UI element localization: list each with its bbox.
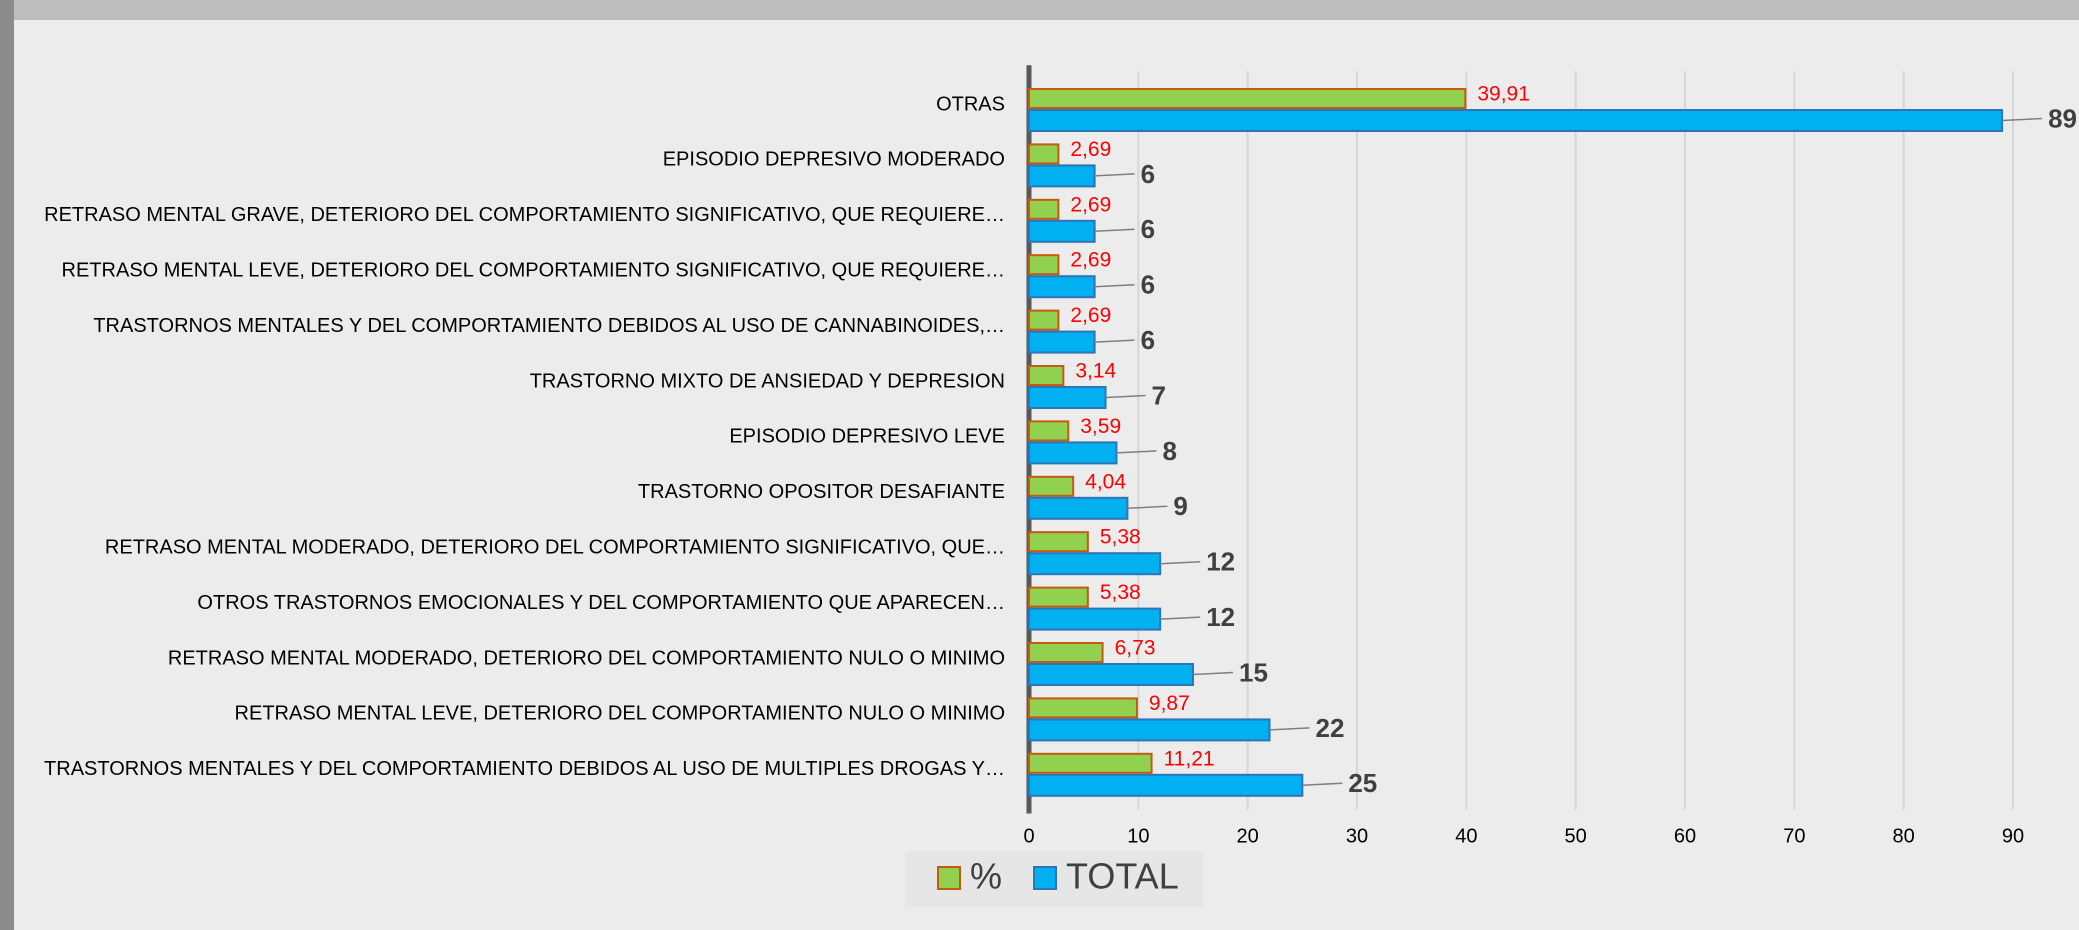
leader-line xyxy=(1094,283,1135,288)
leader-line xyxy=(1192,671,1234,676)
category-label: EPISODIO DEPRESIVO LEVE xyxy=(729,426,1005,448)
data-label: 89 xyxy=(2048,103,2077,133)
data-label: 25 xyxy=(1348,768,1377,798)
x-tick-label: 90 xyxy=(2002,825,2024,847)
data-label: 3,59 xyxy=(1080,415,1121,438)
bar xyxy=(1028,441,1118,465)
bar xyxy=(1028,586,1089,608)
leader-line xyxy=(1127,505,1168,510)
leader-line xyxy=(1116,450,1157,454)
leader-line xyxy=(1094,173,1135,177)
leader-line xyxy=(2002,117,2043,122)
bar xyxy=(1028,330,1096,354)
category-label: EPISODIO DEPRESIVO MODERADO xyxy=(663,149,1005,171)
x-tick-label: 40 xyxy=(1455,825,1477,847)
x-tick-label: 20 xyxy=(1237,825,1259,847)
bar xyxy=(1028,552,1162,576)
legend-label: % xyxy=(970,856,1002,897)
bar xyxy=(1028,496,1129,520)
bar xyxy=(1028,164,1096,188)
category-label: RETRASO MENTAL MODERADO, DETERIORO DEL C… xyxy=(105,536,1005,558)
data-label: 6 xyxy=(1141,270,1155,300)
leader-line xyxy=(1269,727,1310,731)
category-label: RETRASO MENTAL MODERADO, DETERIORO DEL C… xyxy=(168,647,1005,669)
leader-line xyxy=(1094,228,1135,233)
legend-swatch xyxy=(937,866,961,890)
bar xyxy=(1028,607,1162,631)
bar xyxy=(1028,219,1096,243)
bar xyxy=(1028,531,1089,553)
bar xyxy=(1028,420,1070,442)
data-label: 3,14 xyxy=(1075,360,1116,383)
category-label: TRASTORNOS MENTALES Y DEL COMPORTAMIENTO… xyxy=(44,758,1005,780)
bar xyxy=(1028,475,1075,497)
x-tick-label: 0 xyxy=(1023,825,1034,847)
bar xyxy=(1028,773,1304,797)
data-label: 2,69 xyxy=(1070,304,1111,327)
x-tick-label: 60 xyxy=(1674,825,1696,847)
category-label: OTRAS xyxy=(936,93,1005,115)
data-label: 5,38 xyxy=(1100,526,1141,549)
category-label: RETRASO MENTAL LEVE, DETERIORO DEL COMPO… xyxy=(62,259,1005,281)
data-label: 6,73 xyxy=(1115,637,1156,660)
bar xyxy=(1028,275,1096,299)
legend-label: TOTAL xyxy=(1066,856,1179,897)
frame-left xyxy=(0,0,14,930)
bar xyxy=(1028,386,1107,409)
data-label: 2,69 xyxy=(1070,138,1111,161)
data-label: 2,69 xyxy=(1070,193,1111,216)
bar xyxy=(1028,697,1138,719)
category-label: TRASTORNOS MENTALES Y DEL COMPORTAMIENTO… xyxy=(93,315,1005,337)
bar xyxy=(1028,663,1194,686)
category-label: TRASTORNO OPOSITOR DESAFIANTE xyxy=(638,481,1005,503)
bar xyxy=(1028,254,1060,276)
data-label: 9,87 xyxy=(1149,692,1190,715)
category-label: OTROS TRASTORNOS EMOCIONALES Y DEL COMPO… xyxy=(197,592,1005,614)
leader-line xyxy=(1160,560,1201,565)
data-label: 12 xyxy=(1206,602,1235,632)
data-label: 39,91 xyxy=(1477,83,1530,106)
leader-line xyxy=(1302,782,1343,787)
bar xyxy=(1028,109,2004,132)
data-label: 11,21 xyxy=(1164,747,1215,770)
bar xyxy=(1028,365,1065,386)
legend-swatch xyxy=(1033,866,1058,890)
leader-line xyxy=(1160,616,1201,620)
data-label: 4,04 xyxy=(1085,470,1126,493)
bar xyxy=(1028,718,1271,742)
data-label: 6 xyxy=(1141,325,1155,355)
x-tick-label: 80 xyxy=(1893,825,1915,847)
x-tick-label: 70 xyxy=(1783,825,1805,847)
data-label: 22 xyxy=(1316,713,1345,743)
data-label: 12 xyxy=(1206,547,1235,577)
x-tick-label: 30 xyxy=(1346,825,1368,847)
data-label: 2,69 xyxy=(1070,249,1111,272)
bar xyxy=(1028,642,1104,663)
category-label: RETRASO MENTAL LEVE, DETERIORO DEL COMPO… xyxy=(235,703,1005,725)
bar xyxy=(1028,88,1467,109)
data-label: 6 xyxy=(1141,159,1155,189)
data-label: 6 xyxy=(1141,214,1155,244)
bar xyxy=(1028,752,1153,774)
category-label: TRASTORNO MIXTO DE ANSIEDAD Y DEPRESION xyxy=(530,370,1005,392)
bar xyxy=(1028,143,1060,165)
data-label: 15 xyxy=(1239,657,1268,687)
bar xyxy=(1028,309,1060,331)
data-label: 5,38 xyxy=(1100,581,1141,604)
x-tick-label: 50 xyxy=(1565,825,1587,847)
leader-line xyxy=(1094,339,1135,343)
data-label: 7 xyxy=(1152,380,1166,410)
category-label: RETRASO MENTAL GRAVE, DETERIORO DEL COMP… xyxy=(44,204,1005,226)
data-label: 9 xyxy=(1173,491,1187,521)
x-tick-label: 10 xyxy=(1127,825,1149,847)
data-label: 8 xyxy=(1162,436,1176,466)
bar xyxy=(1028,198,1060,220)
leader-line xyxy=(1105,394,1146,399)
